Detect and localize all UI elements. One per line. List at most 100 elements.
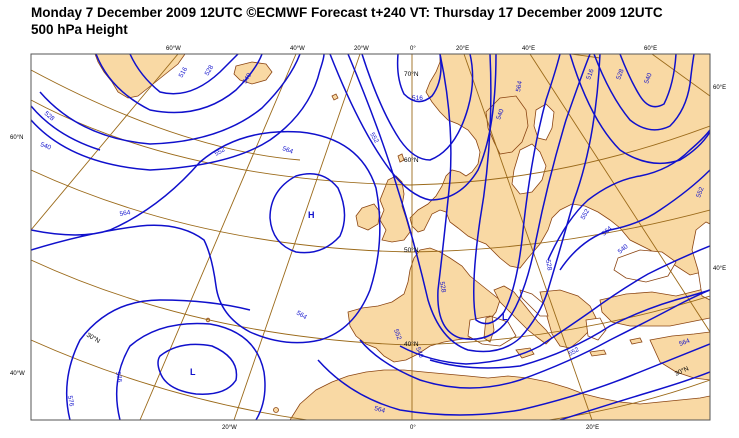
contour-label: 516 xyxy=(178,66,190,79)
contour-label: 540 xyxy=(242,72,254,85)
lat-label-right: 60°E xyxy=(713,85,726,91)
lat-label-50n: 50°N xyxy=(404,246,419,254)
title-line-field: 500 hPa Height xyxy=(31,22,128,37)
contour-label: 552 xyxy=(214,146,227,158)
contour-nw-552b xyxy=(31,105,101,151)
title-line-forecast: Monday 7 December 2009 12UTC ©ECMWF Fore… xyxy=(31,5,663,20)
contour-eur-552 xyxy=(347,54,601,353)
lon-label-top: 20°W xyxy=(354,46,369,52)
lon-label-bottom: 0° xyxy=(410,425,416,431)
contour-east-552 xyxy=(559,169,710,271)
contour-nw-540 xyxy=(39,54,301,145)
contour-label: 528 xyxy=(204,64,216,77)
graticule xyxy=(31,54,710,420)
contour-south-552 xyxy=(399,245,710,365)
contour-label: 540 xyxy=(643,72,653,85)
border-labels: 60°W 40°W 20°W 0° 20°E 40°E 60°E 20°W 0°… xyxy=(10,46,726,431)
lat-label-70n: 70°N xyxy=(404,70,419,78)
contour-south-564b xyxy=(429,289,710,369)
contour-sw-576b xyxy=(65,299,251,420)
longitude-20w xyxy=(233,54,361,420)
contour-label: 516 xyxy=(412,95,423,102)
land-norway-south xyxy=(485,95,529,155)
map-frame xyxy=(30,53,711,421)
contour-label: 564 xyxy=(295,310,308,322)
map-title: Monday 7 December 2009 12UTC ©ECMWF Fore… xyxy=(31,4,663,38)
lat-label-left: 60°N xyxy=(10,135,23,141)
land-ireland xyxy=(355,203,381,231)
longitude-60w xyxy=(31,54,179,231)
lon-label-bottom: 20°E xyxy=(586,425,599,431)
sea-adriatic xyxy=(519,289,549,317)
low-center-atlantic: L xyxy=(190,367,196,377)
contour-south-564 xyxy=(359,289,710,389)
contour-label: 540 xyxy=(414,346,424,359)
land-europe-asia xyxy=(409,54,710,276)
contour-label: 552 xyxy=(392,328,402,341)
longitude-60e xyxy=(651,54,710,97)
contour-label: 576 xyxy=(114,371,123,383)
lon-label-top: 0° xyxy=(410,46,416,52)
land-cyprus xyxy=(629,337,643,345)
contour-low-564 xyxy=(115,322,266,420)
contour-label: 552 xyxy=(568,346,581,358)
lon-label-top: 60°W xyxy=(166,46,181,52)
lat-label-left: 40°W xyxy=(10,371,25,377)
sea-black xyxy=(613,249,677,283)
contour-eur-516 xyxy=(396,54,442,103)
contour-label: 528 xyxy=(544,259,553,271)
contour-label: 540 xyxy=(39,141,52,151)
contour-south-588 xyxy=(559,371,710,420)
contour-label: 564 xyxy=(373,405,386,415)
contour-eur-528 xyxy=(361,54,474,161)
contour-564-large xyxy=(31,130,381,344)
land-balkans xyxy=(539,289,597,349)
lat-label-right: 40°E xyxy=(713,266,726,272)
contour-label: 528 xyxy=(438,281,447,293)
land-shetland xyxy=(397,153,405,163)
land-north-africa xyxy=(289,369,710,420)
latitude-40n xyxy=(31,259,710,346)
latitude-30n xyxy=(31,339,710,420)
contour-label: 564 xyxy=(515,80,524,92)
height-contours xyxy=(31,54,710,420)
contour-high-576 xyxy=(269,173,346,254)
contour-nw-516 xyxy=(129,54,239,95)
contour-low-576 xyxy=(157,343,238,395)
contour-nw-552 xyxy=(31,54,325,171)
lon-label-top: 40°W xyxy=(290,46,305,52)
latitude-50n xyxy=(31,169,710,253)
contour-eur-540b xyxy=(473,54,561,325)
contour-eur-528b xyxy=(437,54,591,340)
contour-label: 552 xyxy=(580,208,592,221)
high-center: H xyxy=(308,210,315,220)
contour-label: 552 xyxy=(695,186,705,199)
lon-label-top: 20°E xyxy=(456,46,469,52)
contour-east-528 xyxy=(593,54,695,131)
land-masses xyxy=(94,54,710,420)
contour-label: 576 xyxy=(66,395,75,407)
land-canary-islands xyxy=(273,407,279,413)
land-iceland xyxy=(233,61,273,85)
contour-east-540 xyxy=(569,54,710,165)
contour-label: 564 xyxy=(281,145,294,155)
lon-label-top: 40°E xyxy=(522,46,535,52)
longitude-40w xyxy=(139,54,297,420)
contour-south-576 xyxy=(317,343,710,416)
land-faroe xyxy=(331,93,339,101)
lat-label-40n: 40°N xyxy=(404,340,419,348)
low-center-mediterranean: L xyxy=(502,312,508,322)
lat-label-60n: 60°N xyxy=(404,156,419,164)
latitude-outer xyxy=(31,69,301,161)
pressure-centers: H L L xyxy=(190,210,508,377)
contour-nw-528 xyxy=(95,54,263,114)
contour-label: 528 xyxy=(615,68,625,81)
lon-label-bottom: 20°W xyxy=(222,425,237,431)
contour-label: 516 xyxy=(585,68,595,81)
contour-label: 540 xyxy=(495,108,505,121)
contour-east-540b xyxy=(547,129,710,261)
contour-label: 552 xyxy=(368,132,380,145)
lon-label-top: 60°E xyxy=(644,46,657,52)
land-great-britain xyxy=(379,175,411,243)
longitude-40e xyxy=(529,54,710,333)
